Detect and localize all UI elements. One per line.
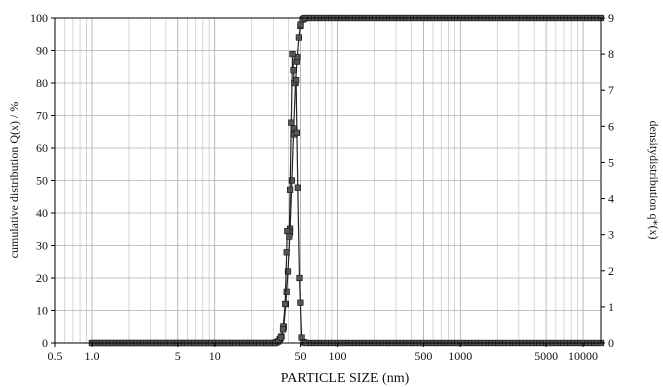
- y-left-tick-label: 30: [36, 239, 48, 253]
- cumulative-point: [284, 268, 292, 275]
- tick-layer: 0.5 1.0 5 10 50 100 500 1000 5000 100000102030405…: [30, 11, 614, 363]
- y-left-tick-label: 90: [36, 44, 48, 58]
- density-point: [286, 233, 293, 240]
- y-left-tick-label: 80: [36, 76, 48, 90]
- x-tick-label: 5000: [534, 349, 558, 363]
- x-tick-label: 500: [414, 349, 432, 363]
- density-point: [296, 274, 303, 282]
- grid: [54, 17, 601, 344]
- density-point: [279, 326, 287, 333]
- density-point: [286, 186, 294, 193]
- x-tick-label: 0.5: [48, 349, 63, 363]
- density-point: [289, 50, 296, 58]
- density-point: [290, 67, 297, 74]
- y-left-tick-label: 70: [36, 109, 48, 123]
- y-left-tick-label: 40: [36, 206, 48, 220]
- y-right-tick-label: 5: [608, 155, 614, 169]
- y-left-tick-label: 100: [30, 11, 48, 25]
- density-point: [282, 300, 289, 308]
- y-right-tick-label: 9: [608, 11, 614, 25]
- density-point: [292, 77, 300, 84]
- y-right-tick-label: 4: [608, 192, 614, 206]
- x-tick-label: 10: [209, 349, 221, 363]
- x-tick-label: 100: [329, 349, 347, 363]
- density-point: [293, 129, 301, 136]
- density-point: [277, 334, 284, 341]
- y-right-tick-label: 3: [608, 228, 614, 242]
- cumulative-point: [283, 288, 290, 295]
- y-left-tick-label: 0: [42, 336, 48, 350]
- cumulative-point: [295, 34, 303, 41]
- y-left-tick-label: 60: [36, 141, 48, 155]
- y-right-tick-label: 8: [608, 47, 614, 61]
- y-right-tick-label: 7: [608, 83, 614, 97]
- y-right-tick-label: 1: [608, 300, 614, 314]
- x-tick-label: 1.0: [84, 349, 99, 363]
- density-point: [297, 299, 304, 306]
- density-point: [294, 184, 301, 191]
- y-axis-right-label: densitydistribution q*(x): [647, 121, 661, 240]
- density-point: [284, 228, 291, 235]
- x-tick-label: 50: [295, 349, 307, 363]
- cumulative-point: [288, 177, 296, 184]
- x-tick-label: 10000: [568, 349, 598, 363]
- y-axis-left-label: cumulative distribution Q(x) / %: [7, 102, 21, 259]
- density-point: [288, 119, 295, 126]
- density-point: [283, 249, 290, 256]
- x-tick-label: 1000: [448, 349, 472, 363]
- y-left-tick-label: 20: [36, 271, 48, 285]
- y-right-tick-label: 6: [608, 119, 614, 133]
- y-right-tick-label: 0: [608, 336, 614, 350]
- y-left-tick-label: 50: [36, 174, 48, 188]
- y-right-tick-label: 2: [608, 264, 614, 278]
- density-curve: [92, 54, 601, 344]
- x-axis-label: PARTICLE SIZE (nm): [281, 371, 410, 386]
- y-left-tick-label: 10: [36, 304, 48, 318]
- x-tick-label: 5: [175, 349, 181, 363]
